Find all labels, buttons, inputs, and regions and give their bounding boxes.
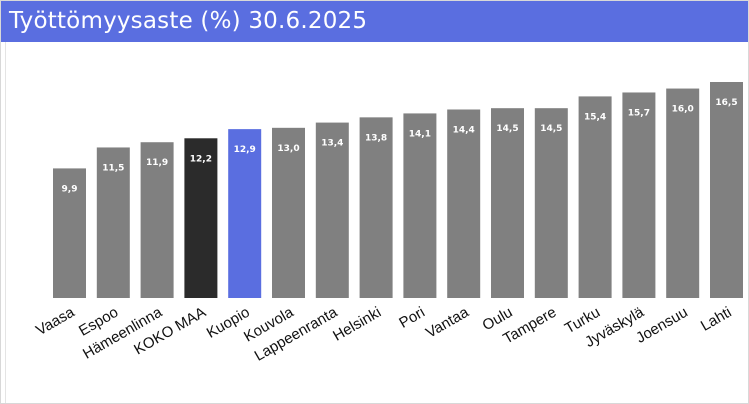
bar [184, 138, 218, 298]
bar [228, 129, 262, 298]
bar-value-label: 15,4 [584, 112, 606, 122]
bar [359, 117, 393, 298]
bar [140, 142, 174, 298]
bar-value-label: 12,2 [190, 154, 212, 164]
bar-value-label: 11,5 [102, 163, 124, 173]
bar [578, 96, 612, 299]
bar-value-label: 14,5 [540, 124, 562, 134]
title-bar: Työttömyysaste (%) 30.6.2025 [1, 1, 748, 42]
bar-group: 9,9 Vaasa [33, 168, 86, 339]
bar [403, 113, 437, 298]
bar [315, 122, 349, 298]
x-tick-label: Vaasa [33, 303, 78, 339]
chart-title: Työttömyysaste (%) 30.6.2025 [9, 8, 368, 34]
bar-value-label: 15,7 [628, 108, 650, 118]
bar [96, 147, 130, 298]
bar-value-label: 13,8 [365, 133, 387, 143]
bar [272, 127, 305, 299]
bar [534, 108, 568, 298]
bar [491, 108, 524, 298]
bar-value-label: 13,4 [321, 139, 343, 149]
bar-value-label: 12,9 [234, 145, 256, 155]
x-tick-label: Lahti [698, 304, 735, 335]
bar [53, 168, 86, 298]
bar-value-label: 14,1 [409, 129, 431, 139]
bar [666, 88, 700, 298]
bar-value-label: 11,9 [146, 158, 168, 168]
bar-group: 16,5 Lahti [698, 82, 743, 335]
bar-value-label: 14,4 [453, 125, 475, 135]
x-tick-label: Vantaa [423, 303, 472, 341]
bar-value-label: 16,0 [672, 105, 694, 115]
bar-value-label: 14,5 [496, 124, 518, 134]
bar-value-label: 13,0 [277, 144, 299, 154]
x-tick-label: Helsinki [330, 304, 384, 345]
bar [710, 82, 743, 298]
bar [447, 109, 481, 298]
bar-value-label: 16,5 [715, 98, 737, 108]
bar [622, 92, 656, 299]
bar-value-label: 9,9 [62, 184, 78, 194]
frame-divider [5, 42, 6, 403]
